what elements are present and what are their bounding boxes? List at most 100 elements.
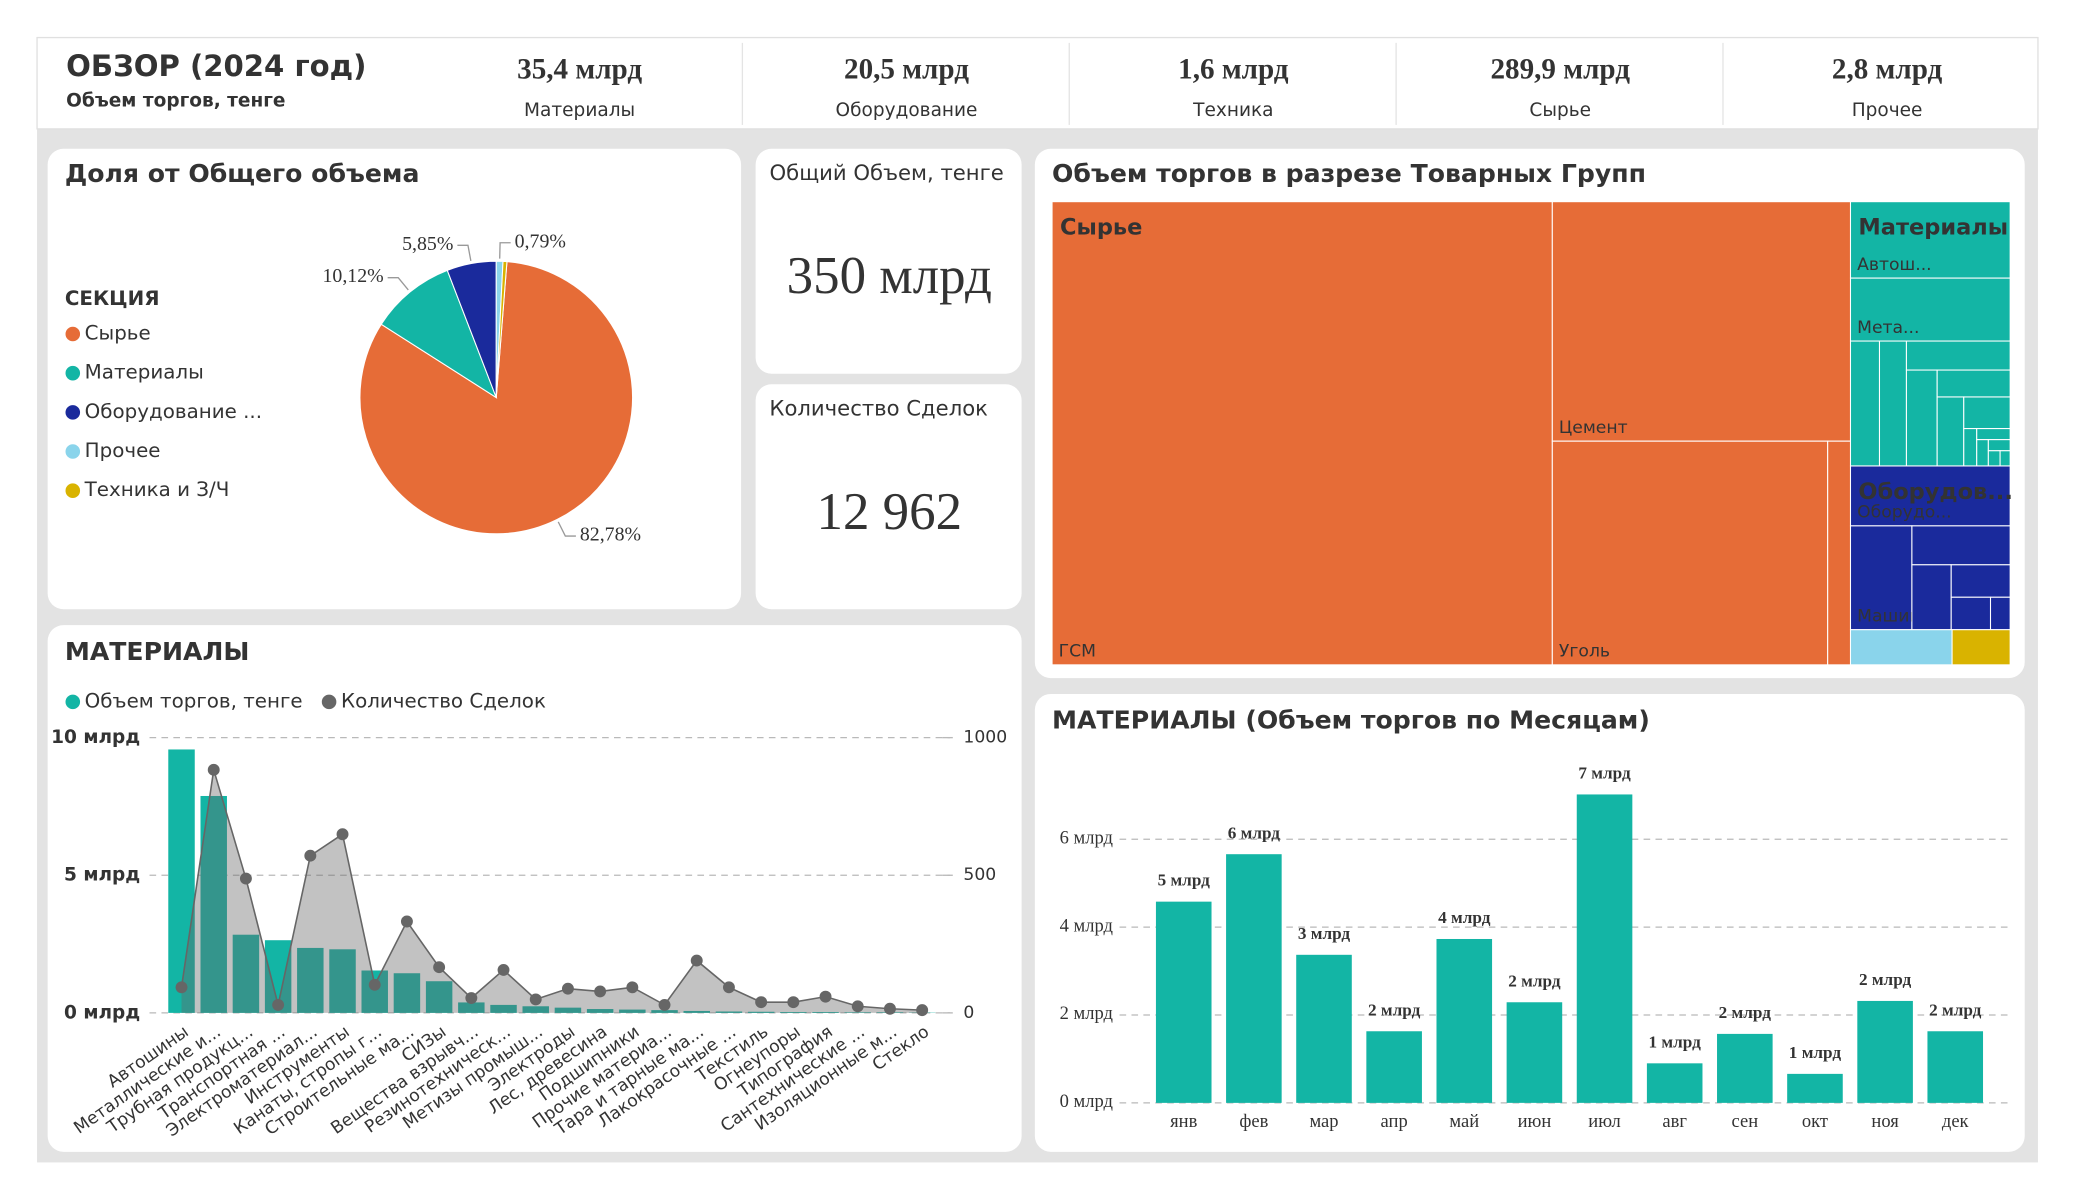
point [722,981,735,994]
kpi-value: 289,9 млрд [1490,54,1630,86]
kpi-value: 1,6 млрд [1178,54,1289,86]
bar [844,1012,871,1013]
cell-label: Цемент [1559,418,1628,438]
x-tick-label: янв [1170,1111,1197,1132]
kpi-label: Материалы [524,100,635,121]
legend-marker [65,483,81,498]
treemap-cell [1905,340,2011,371]
point [851,1000,864,1013]
y2-tick-label: 0 [963,1003,974,1023]
bar [297,947,324,1013]
bar [393,973,421,1013]
bar [1646,1063,1703,1103]
data-label: 2 млрд [1368,1000,1421,1019]
point [916,1004,929,1017]
cell-label: Уголь [1559,642,1610,662]
data-label: 4 млрд [1438,908,1491,927]
legend-marker [65,326,81,342]
y-tick-label: 5 млрд [64,865,140,886]
y-tick-label: 6 млрд [1060,828,1113,849]
data-label: 0,79% [515,230,566,252]
kpi-value: 20,5 млрд [844,54,969,86]
bar [168,749,195,1013]
treemap-cell [1963,396,2011,430]
leader-line [387,277,409,291]
bar [1436,938,1493,1103]
point [690,954,703,967]
cell-label: ГСМ [1059,642,1096,662]
bar [522,1006,549,1013]
card-value: 12 962 [817,483,963,541]
treemap-cell [1849,201,2011,279]
data-label: 2 млрд [1929,1000,1982,1019]
kpi-value: 2,8 млрд [1832,54,1943,86]
treemap-cell [1989,596,2011,631]
point [304,849,317,862]
legend-label: Объем торгов, тенге [85,689,303,712]
y-tick-label: 0 млрд [1060,1091,1113,1112]
treemap-cell [1849,277,2011,342]
treemap-cell [1878,340,1907,467]
data-label: 7 млрд [1578,764,1631,783]
y2-tick-label: 1000 [963,728,1007,748]
point [239,872,252,885]
point [465,992,478,1004]
bar [329,949,356,1013]
y-tick-label: 2 млрд [1060,1003,1113,1024]
treemap-cell [1827,440,1852,666]
y-tick-label: 4 млрд [1060,915,1113,936]
point [658,998,671,1011]
kpi-value: 35,4 млрд [517,54,642,86]
kpi-label: Сырье [1529,100,1591,121]
data-label: 6 млрд [1228,823,1281,842]
bar [683,1010,710,1013]
treemap-cell [1911,525,2011,566]
kpi-label: Прочее [1852,100,1923,121]
treemap-cell [1987,450,2001,467]
point [207,763,220,776]
x-tick-label: окт [1802,1111,1828,1132]
legend-label: Количество Сделок [341,689,546,712]
combo-panel [47,625,1022,1152]
x-tick-label: июн [1518,1111,1552,1132]
bar [1226,854,1282,1103]
treemap-cell [1551,440,1829,666]
treemap-cell [1999,450,2011,467]
data-label: 3 млрд [1298,924,1351,943]
x-tick-label: апр [1381,1111,1408,1132]
bar [747,1011,775,1013]
point [787,996,800,1009]
treemap-cell [1849,525,1913,631]
point [433,961,446,974]
treemap-cell [1936,396,1965,467]
leader-line [499,242,511,259]
y-tick-label: 10 млрд [51,727,140,748]
data-label: 2 млрд [1859,970,1912,989]
leader-line [457,244,472,262]
group-label: Оборудов... [1858,479,2012,505]
point [497,963,510,976]
card-value: 350 млрд [787,247,992,305]
data-label: 2 млрд [1508,971,1561,990]
point [594,985,607,998]
x-tick-label: авг [1662,1111,1687,1132]
bar [1927,1031,1984,1103]
header-bar [36,36,2039,130]
month-panel [1034,693,2025,1152]
data-label: 5 млрд [1158,871,1211,890]
bar [651,1010,678,1013]
treemap-cell [1849,465,2011,527]
treemap-cell [1936,369,2011,398]
chart-title: Объем торгов в разрезе Товарных Групп [1052,159,1646,188]
chart-title: МАТЕРИАЛЫ (Объем торгов по Месяцам) [1052,706,1650,735]
chart-title: Доля от Общего объема [65,159,420,188]
kpi-label: Оборудование [836,100,978,121]
treemap-cell [1987,439,2011,452]
legend-label: Оборудование ... [85,400,262,423]
point [400,915,413,928]
point [272,998,285,1011]
treemap-cell [1905,369,1938,467]
bar [425,981,453,1013]
x-tick-label: мар [1309,1111,1338,1132]
bar [1296,954,1352,1103]
